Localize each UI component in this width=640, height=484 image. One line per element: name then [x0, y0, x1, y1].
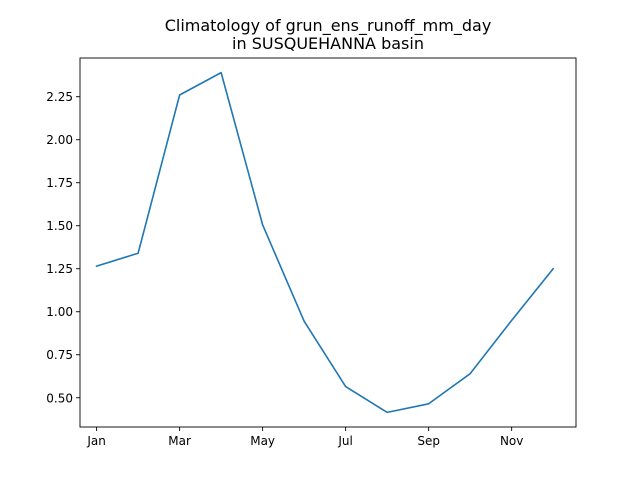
x-tick-label-mar: Mar — [168, 434, 191, 448]
y-tick-label-6: 2.00 — [46, 133, 73, 147]
y-tick-label-2: 1.00 — [46, 305, 73, 319]
x-tick-label-may: May — [250, 434, 275, 448]
x-tick-label-jan: Jan — [86, 434, 106, 448]
chart-title-line-2: in SUSQUEHANNA basin — [232, 34, 424, 53]
plot-area: Jan Mar May Jul Sep Nov 0.50 0.75 1.00 1.25 1.50 1.… — [46, 57, 577, 448]
x-tick-label-jul: Jul — [337, 434, 352, 448]
y-tick-label-1: 0.75 — [46, 348, 73, 362]
axes-frame — [79, 57, 577, 428]
chart-title-line-1: Climatology of grun_ens_runoff_mm_day — [165, 16, 492, 36]
y-tick-label-0: 0.50 — [46, 391, 73, 405]
y-tick-label-5: 1.75 — [46, 176, 73, 190]
x-tick-label-sep: Sep — [417, 434, 440, 448]
series-line-0 — [95, 71, 555, 414]
y-tick-label-4: 1.50 — [46, 219, 73, 233]
y-tick-label-7: 2.25 — [46, 90, 73, 104]
y-tick-label-3: 1.25 — [46, 262, 73, 276]
x-tick-label-nov: Nov — [500, 434, 523, 448]
